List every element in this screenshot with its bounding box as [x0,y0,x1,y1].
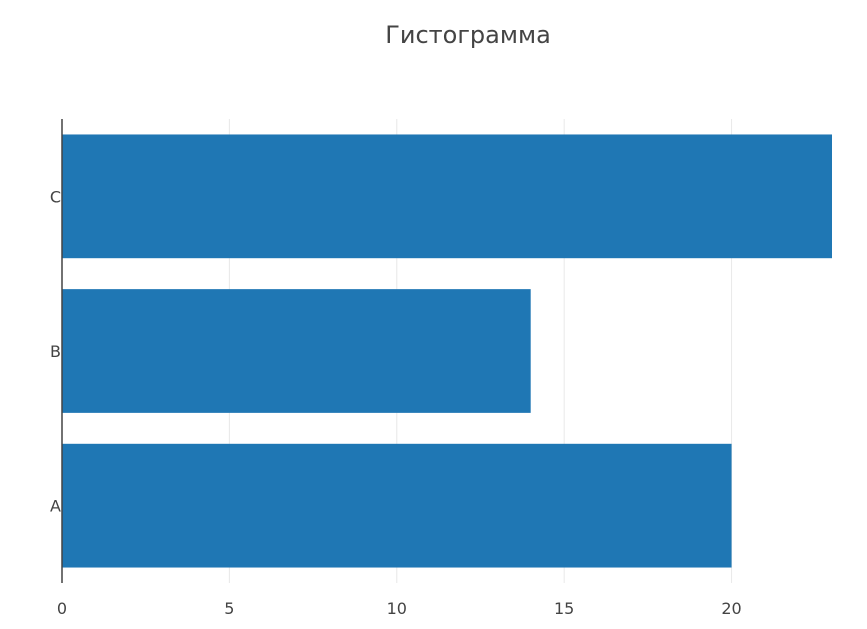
tick-labels: 0 5 10 15 20 A B C [50,187,742,618]
x-tick-label-10: 10 [387,599,407,618]
bars [62,134,832,568]
x-tick-label-20: 20 [721,599,741,618]
y-tick-label-b: B [50,342,61,361]
x-tick-label-0: 0 [57,599,67,618]
x-tick-label-15: 15 [554,599,574,618]
chart-title: Гистограмма [385,21,551,49]
y-tick-label-c: C [50,187,61,206]
bar-c [62,134,832,259]
bar-a [62,443,732,568]
y-tick-label-a: A [50,497,61,516]
bar-b [62,289,531,413]
x-tick-label-5: 5 [224,599,234,618]
